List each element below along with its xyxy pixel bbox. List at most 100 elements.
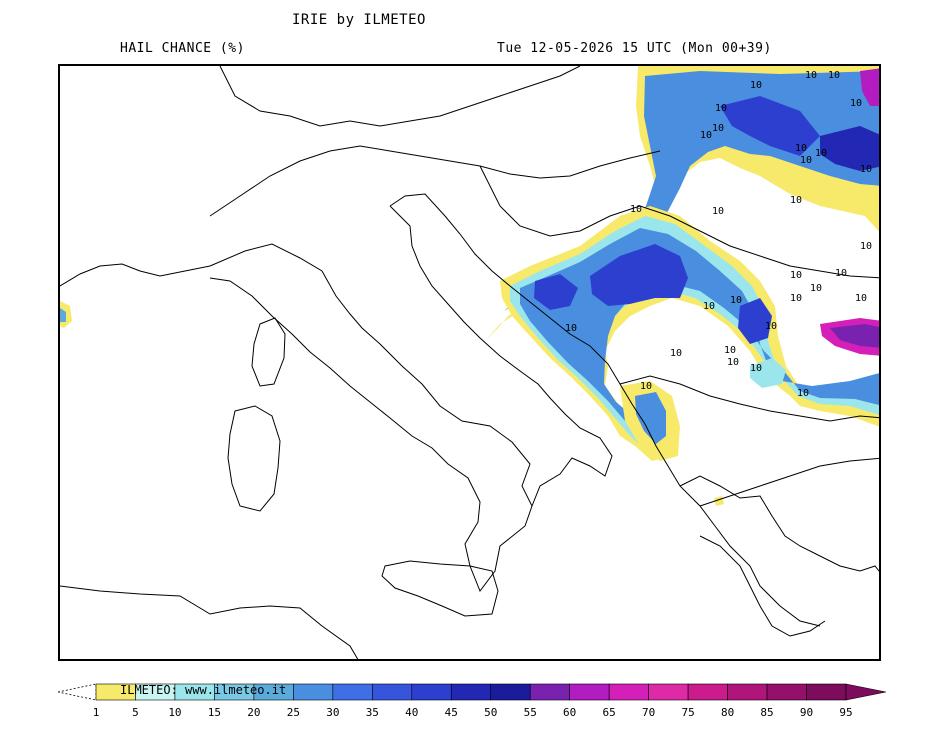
legend-swatch	[490, 683, 531, 701]
legend-tick-label: 80	[721, 706, 734, 719]
contour-label: 10	[670, 348, 682, 359]
contour-label: 10	[790, 293, 802, 304]
sardinia-coastline	[227, 405, 281, 512]
contour-label: 10	[750, 363, 762, 374]
contour-label: 10	[715, 103, 727, 114]
hail-area-lightblue-southeast	[750, 358, 786, 388]
legend-swatch	[529, 683, 570, 701]
map-title: IRIE by ILMETEO	[292, 12, 426, 28]
legend-tick-label: 40	[405, 706, 418, 719]
greece-north-border	[699, 457, 879, 507]
legend-swatch	[450, 683, 492, 701]
legend-swatch	[608, 683, 649, 701]
hail-area-darkblue-east	[738, 298, 772, 344]
legend-swatch	[372, 683, 413, 701]
contour-label: 10	[815, 148, 827, 159]
hail-area-magenta-northeast	[860, 68, 879, 106]
contour-label: 10	[850, 98, 862, 109]
legend-arrow-below	[57, 683, 97, 701]
color-legend: 1 5 10 15 20 25 30 35 40 45 50 55 60 65 70 75 80 85 90 95	[57, 682, 888, 726]
contour-label: 10	[712, 206, 724, 217]
legend-swatch	[293, 683, 334, 701]
legend-tick-label: 5	[132, 706, 139, 719]
map-panel: 10 10 10 10 10 10 10 10 10 10 10 10 10 1…	[58, 64, 881, 661]
legend-arrow-above	[845, 683, 887, 701]
legend-swatch	[806, 683, 847, 701]
legend-swatch	[411, 683, 452, 701]
contour-label: 10	[800, 155, 812, 166]
legend-swatch	[766, 683, 807, 701]
peloponnese-coastline	[699, 535, 826, 637]
contour-label: 10	[860, 241, 872, 252]
contour-label: 10	[565, 323, 577, 334]
legend-tick-label: 50	[484, 706, 497, 719]
italy-coastline	[209, 243, 533, 593]
hail-area-blue-west	[60, 308, 66, 322]
legend-tick-label: 85	[760, 706, 773, 719]
contour-label: 10	[712, 123, 724, 134]
contour-label: 10	[797, 388, 809, 399]
contour-label: 10	[727, 357, 739, 368]
contour-label: 10	[630, 204, 642, 215]
legend-tick-label: 70	[642, 706, 655, 719]
legend-tick-label: 60	[563, 706, 576, 719]
hail-chance-shading	[60, 66, 879, 506]
legend-tick-label: 1	[93, 706, 100, 719]
legend-swatch	[332, 683, 373, 701]
hail-area-blue-south	[635, 392, 666, 444]
contour-label: 10	[724, 345, 736, 356]
contour-label: 10	[835, 268, 847, 279]
france-spain-coastline	[60, 263, 211, 287]
contour-label: 10	[795, 143, 807, 154]
legend-tick-label: 45	[445, 706, 458, 719]
legend-tick-label: 95	[839, 706, 852, 719]
legend-swatch	[727, 683, 768, 701]
contour-label: 10	[810, 283, 822, 294]
legend-tick-label: 55	[524, 706, 537, 719]
legend-swatch	[569, 683, 610, 701]
legend-tick-label: 90	[800, 706, 813, 719]
legend-tick-label: 30	[326, 706, 339, 719]
field-label: HAIL CHANCE (%)	[120, 41, 245, 56]
corsica-coastline	[251, 317, 286, 387]
hail-area-darkblue-north	[720, 96, 820, 156]
sicily-coastline	[381, 560, 499, 617]
valid-time: Tue 12-05-2026 15 UTC (Mon 00+39)	[497, 41, 772, 56]
contour-label: 10	[860, 164, 872, 175]
legend-tick-label: 20	[247, 706, 260, 719]
contour-label: 10	[640, 381, 652, 392]
italy-east-coastline	[389, 205, 613, 507]
contour-label: 10	[828, 70, 840, 81]
hail-area-darkblue-northeast	[820, 126, 879, 171]
contour-label: 10	[805, 70, 817, 81]
contour-label: 10	[750, 80, 762, 91]
legend-tick-label: 65	[603, 706, 616, 719]
contour-label: 10	[790, 270, 802, 281]
north-africa-coastline	[60, 585, 359, 659]
contour-labels: 10 10 10 10 10 10 10 10 10 10 10 10 10 1…	[565, 70, 872, 399]
contour-label: 10	[703, 301, 715, 312]
color-legend-bar: 1 5 10 15 20 25 30 35 40 45 50 55 60 65 70 75 80 85 90 95	[57, 683, 887, 719]
legend-tick-label: 10	[168, 706, 181, 719]
hail-chance-map: 10 10 10 10 10 10 10 10 10 10 10 10 10 1…	[60, 66, 879, 659]
legend-tick-label: 75	[681, 706, 694, 719]
hail-area-darkblue-coast	[534, 274, 578, 310]
legend-tick-label: 35	[366, 706, 379, 719]
balkan-south-border	[619, 375, 879, 422]
contour-label: 10	[730, 295, 742, 306]
credit-text: ILMETEO: www.ilmeteo.it	[120, 683, 287, 697]
legend-tick-label: 15	[208, 706, 221, 719]
hail-area-darkblue-balkans	[590, 244, 688, 306]
coastlines	[60, 66, 879, 659]
contour-label: 10	[855, 293, 867, 304]
north-border	[219, 66, 581, 127]
greece-coastline	[679, 475, 879, 572]
contour-label: 10	[765, 321, 777, 332]
hail-area-purple-east	[830, 324, 879, 348]
legend-swatch	[648, 683, 689, 701]
contour-label: 10	[790, 195, 802, 206]
alps-border	[209, 145, 661, 217]
legend-swatch	[687, 683, 728, 701]
contour-label: 10	[700, 130, 712, 141]
legend-tick-label: 25	[287, 706, 300, 719]
